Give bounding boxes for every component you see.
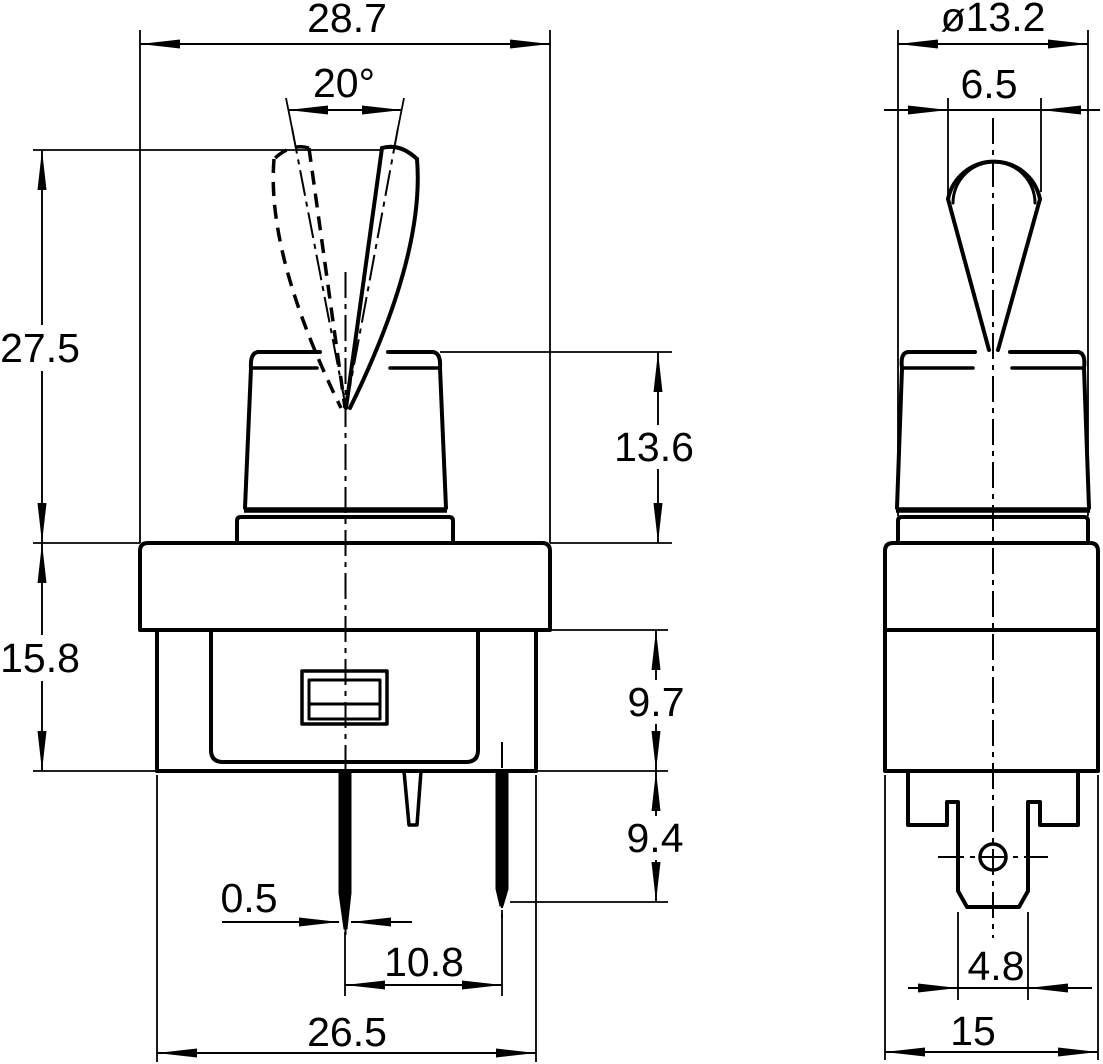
- dimension-labels: 28.7 20° 27.5 15.8 13.6 9.7 9.4 0.5 10.8…: [0, 0, 1045, 1055]
- front-lever-solid: [344, 144, 420, 410]
- label-body-width: 26.5: [307, 1009, 387, 1055]
- dim-body-depth: [884, 775, 1099, 1060]
- front-lever-cap: [380, 144, 419, 161]
- arrowhead: [157, 1048, 536, 1058]
- front-terminal-center-blade: [338, 770, 352, 930]
- mask-13-6: [611, 425, 699, 469]
- dim-ext: [139, 30, 551, 543]
- dim-bushing-diameter: [897, 30, 1089, 516]
- front-lever-centerline-left: [291, 127, 347, 409]
- dimension-text-masks: [0, 325, 699, 860]
- dim-ext: [536, 629, 668, 772]
- dim-lever-throw-angle: [288, 105, 402, 115]
- dim-ext: [33, 149, 382, 544]
- label-front-overall-width: 28.7: [307, 0, 387, 41]
- front-lever-alt-right-edge: [307, 147, 347, 409]
- side-lever-right-edge: [996, 197, 1042, 352]
- front-lever-centerline-right: [345, 127, 399, 409]
- label-bushing-diameter: ø13.2: [941, 0, 1046, 40]
- front-bushing-sides: [243, 366, 448, 510]
- dimensions-front: [33, 30, 672, 1062]
- dim-ext: [897, 30, 1089, 516]
- front-lever-left-edge: [344, 146, 384, 410]
- dim-ext: [440, 351, 672, 544]
- arrowhead: [288, 105, 402, 115]
- front-bushing-ring: [235, 515, 455, 545]
- dim-blade-width: [908, 912, 1092, 1000]
- dim-body-width: [156, 775, 537, 1062]
- label-lever-throw-angle: 20°: [313, 60, 375, 106]
- dimensions-side: [884, 30, 1100, 1060]
- label-body-depth: 15: [950, 1008, 996, 1054]
- mask-27-5: [0, 325, 82, 371]
- front-lever-alt-cap: [272, 145, 310, 161]
- side-view: [883, 118, 1100, 938]
- mask-15-8: [0, 635, 82, 681]
- dim-ext: [957, 912, 1029, 1000]
- dim-ext: [884, 775, 1099, 1060]
- arrowhead: [651, 630, 661, 771]
- dim-blade-thickness: [222, 917, 412, 927]
- front-lever-right-edge: [348, 157, 420, 410]
- label-blade-width: 4.8: [968, 943, 1025, 989]
- side-body-outline: [883, 541, 1100, 773]
- dim-front-overall-width: [139, 30, 551, 543]
- arrowhead: [653, 352, 663, 543]
- side-bushing-top-corners: [899, 350, 1087, 370]
- label-height-above-panel: 27.5: [0, 325, 80, 371]
- arrowhead: [299, 917, 391, 927]
- arrowhead: [37, 150, 47, 543]
- front-lever-alternate: [271, 145, 347, 409]
- arrowhead: [898, 39, 1088, 49]
- arrowhead: [918, 983, 1068, 993]
- side-terminal-outline: [906, 769, 1080, 909]
- arrowhead: [345, 980, 502, 990]
- label-terminal-pitch: 10.8: [384, 939, 464, 985]
- dim-ext: [156, 775, 537, 1062]
- mask-9-4: [618, 816, 692, 860]
- dim-terminal-pitch: [344, 910, 503, 996]
- front-locating-pin: [402, 769, 423, 827]
- mask-9-7: [620, 680, 692, 724]
- front-lever-alt-left-edge: [271, 158, 343, 409]
- dim-height-above-panel: [33, 149, 382, 544]
- label-upper-body-height: 9.7: [628, 679, 685, 725]
- side-lever-left-edge: [946, 197, 991, 352]
- label-body-height: 15.8: [0, 635, 80, 681]
- arrowhead: [651, 771, 661, 902]
- label-blade-thickness: 0.5: [221, 875, 278, 921]
- dim-ext: [947, 98, 1042, 195]
- front-lever-centerline-ext-right: [397, 97, 405, 129]
- front-flange-outline: [138, 541, 552, 632]
- dim-lever-thickness: [884, 98, 1100, 195]
- front-lever-centerline-ext-left: [285, 97, 293, 129]
- arrowhead: [908, 105, 1081, 115]
- front-view: [138, 97, 552, 935]
- label-terminal-length: 9.4: [627, 815, 684, 861]
- front-bushing-top-corners: [248, 350, 443, 370]
- label-lever-thickness: 6.5: [961, 61, 1018, 107]
- label-bushing-height: 13.6: [614, 424, 694, 470]
